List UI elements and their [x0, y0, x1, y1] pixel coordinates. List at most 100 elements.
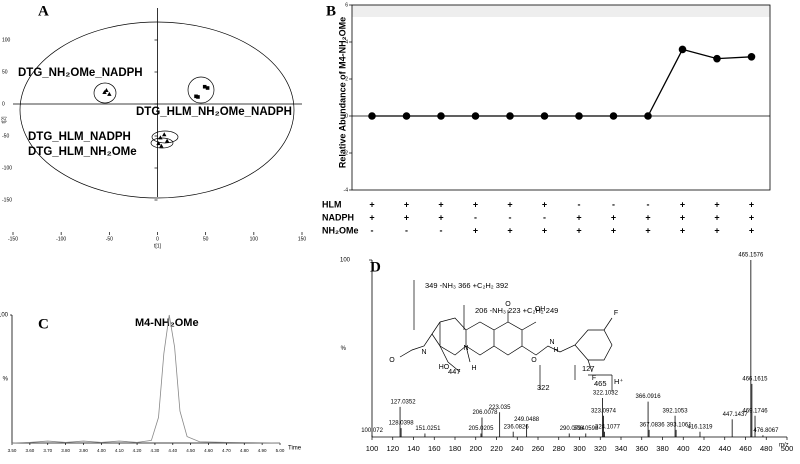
peak-label: 322.1032: [593, 391, 619, 397]
x-tick-label: 460: [739, 444, 752, 453]
group-ellipse: [93, 82, 117, 104]
line: [372, 48, 752, 117]
condition-value: -: [647, 199, 650, 209]
condition-value: +: [404, 212, 409, 222]
point: [205, 86, 210, 90]
condition-value: +: [714, 225, 719, 235]
atom-label: H: [471, 365, 476, 372]
condition-value: -: [509, 212, 512, 222]
x-tick-label: 180: [449, 444, 462, 453]
x-tick-label: 3.50: [8, 448, 17, 453]
x-tick-label: 4.30: [151, 448, 160, 453]
point: [156, 141, 161, 146]
condition-value: +: [507, 225, 512, 235]
x-tick-label: -150: [8, 236, 18, 242]
condition-value: -: [405, 225, 408, 235]
x-tick-label: 4.80: [240, 448, 249, 453]
x-tick-label: 3.90: [79, 448, 88, 453]
x-tick-label: 340: [615, 444, 628, 453]
peak-label: 465.1576: [738, 253, 764, 259]
group-label: DTG_HLM_NH₂OMe: [28, 146, 137, 158]
y-tick-label: 100: [0, 313, 9, 319]
x-tick-label: 360: [635, 444, 648, 453]
point: [471, 112, 480, 120]
point: [644, 112, 652, 120]
y-tick-label: 6: [345, 2, 348, 8]
point: [713, 54, 721, 63]
panel-letter: D: [370, 259, 381, 275]
atom-label: F: [592, 375, 596, 382]
peak-label: 416.1319: [687, 424, 713, 430]
x-tick-label: 5.00: [276, 448, 285, 453]
panel-letter: A: [38, 3, 49, 19]
confidence-ellipse: [19, 21, 295, 199]
condition-value: -: [578, 199, 581, 209]
point: [196, 95, 200, 99]
x-tick-label: 4.40: [168, 448, 177, 453]
top-band: [352, 5, 770, 17]
y-axis-label: Relative Abundance of M4-NH₂OMe: [337, 17, 347, 168]
y-tick-label: -100: [2, 165, 12, 171]
x-tick-label: 260: [532, 444, 545, 453]
point: [107, 91, 112, 96]
condition-value: +: [507, 199, 512, 209]
x-tick-label: 3.60: [25, 448, 34, 453]
condition-value: +: [749, 225, 754, 235]
condition-name: HLM: [322, 199, 342, 209]
peak-label: M4-NH₂OMe: [135, 317, 199, 329]
y-axis-label: %: [3, 377, 9, 383]
condition-value: +: [714, 212, 719, 222]
structure: [399, 280, 613, 392]
point: [609, 112, 618, 120]
panel-letter: B: [326, 3, 336, 19]
y-tick-label: 2: [345, 76, 348, 82]
point: [368, 112, 376, 120]
x-tick-label: 140: [407, 444, 420, 453]
peak-label: 393.1061: [667, 422, 693, 428]
peak-label: 469.1746: [743, 408, 769, 414]
condition-value: +: [369, 212, 374, 222]
y-tick-label: -4: [344, 187, 349, 193]
group-label: DTG_HLM_NADPH: [28, 131, 131, 143]
condition-value: +: [680, 225, 685, 235]
x-tick-label: 280: [552, 444, 565, 453]
condition-value: +: [645, 225, 650, 235]
point: [437, 112, 445, 120]
panel-letter: C: [38, 316, 49, 332]
point: [506, 112, 514, 120]
x-tick-label: 4.70: [222, 448, 231, 453]
x-tick-label: 4.90: [258, 448, 267, 453]
peak-label: 151.0251: [415, 426, 441, 432]
atom-label: F: [614, 310, 618, 317]
y-tick-label: 50: [2, 69, 8, 75]
point: [575, 112, 583, 120]
peak-label: 306.0598: [573, 426, 599, 432]
x-tick-label: 0: [156, 236, 159, 242]
peak-label: 466.1615: [742, 376, 768, 382]
point: [202, 84, 207, 89]
x-tick-label: 320: [594, 444, 607, 453]
peak-label: 290.0794: [560, 426, 586, 432]
atom-label: HO: [439, 364, 450, 371]
condition-value: +: [473, 199, 478, 209]
atom-label: O: [389, 357, 395, 364]
x-axis-label: t[1]: [154, 243, 162, 249]
atom-label: H: [553, 347, 558, 354]
condition-value: +: [645, 212, 650, 222]
y-tick-label: 4: [345, 39, 348, 45]
x-axis-label: m/z: [779, 443, 789, 449]
y-tick-label: -2: [344, 150, 349, 156]
condition-value: +: [749, 199, 754, 209]
plot-frame: [351, 4, 771, 191]
peak-label: 476.8067: [753, 428, 779, 434]
x-tick-label: 100: [366, 444, 379, 453]
x-tick-label: 240: [511, 444, 524, 453]
x-tick-label: 400: [677, 444, 690, 453]
fragment-label: 206 -NH₃ 223 +C₂H₂ 249: [475, 306, 558, 315]
atom-label: N: [421, 349, 426, 356]
condition-value: -: [612, 199, 615, 209]
group-label: DTG_NH₂OMe_NADPH: [18, 67, 143, 79]
point: [164, 138, 170, 143]
condition-value: +: [542, 225, 547, 235]
